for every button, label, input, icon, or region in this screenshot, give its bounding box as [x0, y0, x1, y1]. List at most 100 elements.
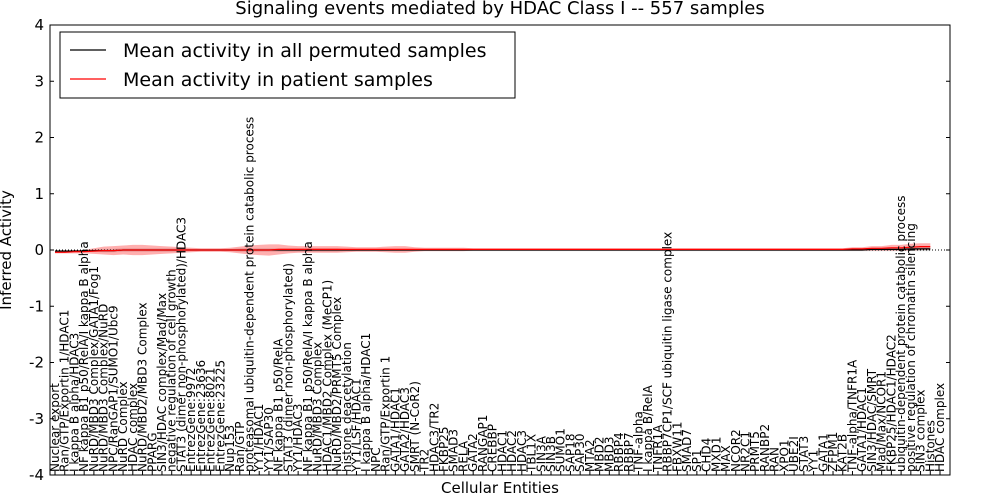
plot-frame: [49, 24, 951, 476]
x-tick-label: NR2C1: [739, 431, 753, 472]
x-tick-label: PRMT5: [748, 431, 762, 472]
x-tick-label: RANGAP1: [476, 415, 490, 472]
x-tick-label: SUMO1: [554, 428, 568, 472]
x-tick-label: NF kappa B1 p50/RelA: [272, 338, 286, 472]
x-tick-label: MTA2: [583, 439, 597, 472]
x-tick-label: I kappa B/RelA: [641, 384, 655, 472]
y-tick-label: -4: [29, 466, 44, 484]
legend-label-patient: Mean activity in patient samples: [123, 69, 433, 91]
legend-label-permuted: Mean activity in all permuted samples: [123, 40, 486, 62]
x-tick-label: negative regulation of cell growth: [165, 269, 179, 472]
x-tick-label: TNF-alpha: [632, 411, 646, 473]
x-tick-label: CREBBP: [486, 424, 500, 472]
legend-box: [59, 31, 516, 99]
legend: Mean activity in all permuted samples Me…: [59, 31, 516, 99]
y-tick-label: -3: [29, 410, 44, 428]
x-tick-label: Ran/GTP/Exportin 1/HDAC1: [58, 310, 72, 472]
x-tick-label: HDAC1/MBD2 Complex (MeCP1): [320, 280, 334, 472]
x-tick-label: TNF-alpha/TNFR1A: [846, 359, 860, 473]
x-tick-label: FKBP25: [437, 426, 451, 472]
series-lines: [55, 246, 931, 253]
y-axis-label: Inferred Activity: [0, 190, 15, 310]
x-tick-label: HDAC2: [505, 430, 519, 472]
x-tick-label: SIN3B: [544, 436, 558, 472]
x-tick-label: MXD1: [709, 437, 723, 472]
x-tick-label: YY1/LSF/HDAC1: [350, 378, 364, 473]
x-tick-label: CHD4: [700, 438, 714, 472]
x-tick-label: HDAC1: [495, 430, 509, 472]
x-tick-label: NuRD/MBD3 Complex/NuRD: [97, 304, 111, 472]
y-tick-label: 3: [34, 72, 44, 90]
x-tick-label: NF kappa B1 p50/RelA/I kappa B alpha: [301, 241, 315, 472]
x-tick-label: RBBP4: [612, 432, 626, 472]
x-tick-label: HDAC3/TR2: [427, 403, 441, 472]
x-tick-label: GATA1/HDAC1: [388, 387, 402, 472]
x-tick-label: TR2: [418, 449, 432, 473]
y-tick-label: -2: [29, 354, 44, 372]
x-tick-label: SMAD3: [447, 429, 461, 472]
x-tick-label: YY1/HDAC3: [291, 404, 305, 473]
x-tick-label: STAT3 (dimer non-phosphorylated): [281, 263, 295, 472]
y-axis-ticks: -4 -3 -2 -1 0 1 2 3 4: [29, 16, 950, 484]
x-tick-label: NPC/RanGAP1/SUMO1/Ubc9: [106, 305, 120, 472]
x-tick-label: NuRD/MBD2/MBD3 Complex: [136, 302, 150, 472]
x-tick-label: YY1: [807, 450, 821, 473]
x-tick-label: NuRD/MBD2/PRMT5 Complex: [330, 297, 344, 472]
x-tick-label: HDAC3: [515, 430, 529, 472]
y-tick-label: 0: [34, 241, 44, 259]
x-tick-label: STAT3: [797, 436, 811, 472]
x-tick-label: EntrezGene:9972: [184, 368, 198, 473]
x-tick-label: NuRD Complex: [116, 381, 130, 472]
x-tick-label: MBD2: [593, 437, 607, 472]
y-tick-label: 4: [34, 16, 44, 34]
x-tick-label: PPARG: [145, 432, 159, 472]
y-tick-label: 1: [34, 185, 44, 203]
x-tick-label: XPO1: [777, 439, 791, 472]
x-tick-label: GATA2/HDAC3: [398, 387, 412, 472]
x-tick-label: EntrezGene:8021: [204, 368, 218, 473]
x-tick-label: YY1/SAP30: [262, 407, 276, 473]
x-tick-label: Mad/Max/NCOR1: [875, 371, 889, 472]
x-tick-label: FBXW11: [670, 422, 684, 473]
x-tick-label: SAP30: [573, 433, 587, 472]
x-tick-label: I kappa B alpha/HDAC3: [68, 333, 82, 472]
x-tick-label: SIN3 complex: [914, 390, 928, 472]
x-tick-label: RBBP7: [622, 432, 636, 472]
x-tick-label: MBD3: [602, 437, 616, 472]
x-axis-label: Cellular Entities: [441, 479, 559, 497]
x-tick-label: SP1: [690, 450, 704, 473]
x-tick-label: ubiquitin-dependent protein catabolic pr…: [894, 196, 908, 472]
x-tick-label: Nuclear export: [48, 383, 62, 472]
x-tick-label: NuRD/MBD3 Complex/GATA1/Fog1: [87, 266, 101, 472]
x-tick-label: STAT3 (dimer non-phosphorylated)/HDAC3: [174, 217, 188, 472]
x-tick-label: EntrezGene:23225: [213, 360, 227, 472]
x-tick-label: RELA: [457, 440, 471, 472]
x-tick-label: NF kappa B1 p50/RelA/I kappa B alpha: [77, 241, 91, 472]
x-tick-label: FKBP25/HDAC1/HDAC2: [884, 334, 898, 472]
x-tick-label: UBE2I: [787, 436, 801, 472]
x-tick-label: SMAD7: [680, 429, 694, 472]
x-tick-label: Ran/GTP/Exportin 1: [379, 356, 393, 472]
x-tick-label: SIN3/HDAC/SMRT: [865, 368, 879, 472]
x-tick-label: Nup153: [223, 425, 237, 472]
y-tick-label: -1: [29, 297, 44, 315]
chart-title: Signaling events mediated by HDAC Class …: [235, 0, 764, 19]
y-tick-label: 2: [34, 129, 44, 147]
x-tick-label: Ran/GTP: [233, 421, 247, 472]
x-tick-label: positive regulation of chromatin silenci…: [904, 223, 918, 472]
x-tick-label: GATA1: [816, 433, 830, 472]
x-tick-label: GATA1/HDAC1: [855, 387, 869, 472]
x-tick-label: NCOR2: [729, 429, 743, 472]
x-tick-label: YY1/HDAC1: [252, 404, 266, 473]
x-tick-label: ZFPM1: [826, 432, 840, 472]
x-tick-label: EntrezGene:23636: [194, 360, 208, 472]
x-tick-label: Histones: [923, 420, 937, 472]
x-tick-label: I kappa B alpha/HDAC1: [359, 333, 373, 472]
x-axis-ticks: [54, 471, 941, 475]
patient-mean-line: [55, 246, 931, 253]
x-tick-label: KAT2B: [836, 434, 850, 472]
x-tick-label: SIN3/HDAC complex/Mad/Max: [155, 293, 169, 472]
x-tick-label: GATA2: [466, 433, 480, 472]
x-tick-label: SAP18: [563, 433, 577, 472]
